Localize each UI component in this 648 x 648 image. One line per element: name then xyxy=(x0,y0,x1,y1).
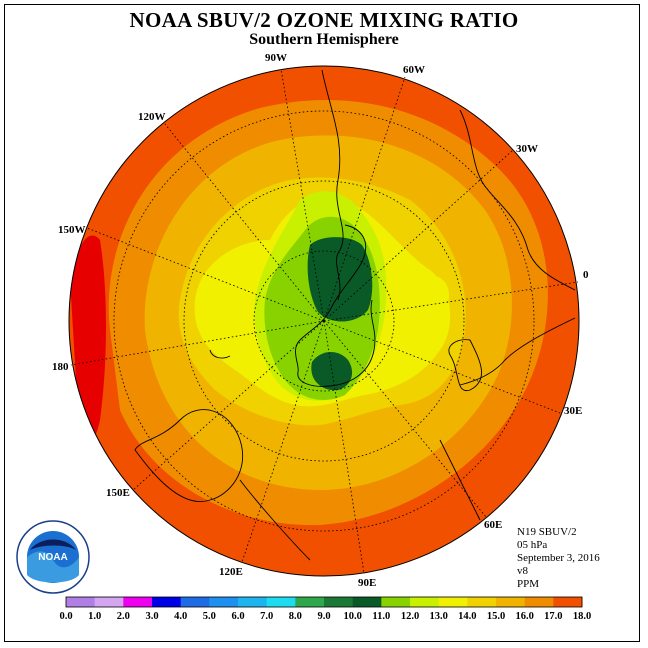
lon-label-90e: 90E xyxy=(358,577,376,589)
colorbar-tick-label: 8.0 xyxy=(289,611,302,622)
date-label: September 3, 2016 xyxy=(517,552,600,564)
lon-label-180: 180 xyxy=(52,361,69,373)
colorbar-tick-label: 9.0 xyxy=(317,611,330,622)
maximum-west xyxy=(307,237,373,322)
colorbar: 0.0 1.0 2.0 3.0 4.0 5.0 6.0 7.0 8.0 9.0 10.0 11.0 12… xyxy=(59,596,591,622)
longitude-labels: 90W 60W 30W 0 30E 60E 90E 120E 150E 180 … xyxy=(52,52,589,589)
maximum-east xyxy=(311,351,353,391)
lon-label-60e: 60E xyxy=(484,519,502,531)
noaa-logo: NOAA xyxy=(16,520,90,594)
coastlines xyxy=(134,69,576,561)
colorbar-tick-label: 3.0 xyxy=(145,611,158,622)
colorbar-swatch xyxy=(352,597,382,607)
lon-label-30e: 30E xyxy=(564,405,582,417)
colorbar-tick-label: 18.0 xyxy=(573,611,591,622)
colorbar-tick-label: 1.0 xyxy=(88,611,101,622)
colorbar-swatch xyxy=(324,597,354,607)
graticule xyxy=(70,68,579,574)
band-16-17 xyxy=(70,235,106,447)
colorbar-swatch xyxy=(467,597,497,607)
lon-label-150w: 150W xyxy=(58,224,86,236)
lon-label-0: 0 xyxy=(583,269,589,281)
units-label: PPM xyxy=(517,578,540,590)
colorbar-tick-label: 6.0 xyxy=(231,611,244,622)
colorbar-tick-label: 4.0 xyxy=(174,611,187,622)
colorbar-swatch xyxy=(209,597,239,607)
lon-label-90w: 90W xyxy=(265,52,287,64)
colorbar-tick-label: 14.0 xyxy=(458,611,476,622)
colorbar-tick-label: 17.0 xyxy=(544,611,562,622)
map-boundary xyxy=(68,65,580,577)
colorbar-tick-label: 16.0 xyxy=(515,611,533,622)
colorbar-swatch xyxy=(94,597,124,607)
map-title: NOAA SBUV/2 OZONE MIXING RATIO xyxy=(129,8,519,32)
colorbar-tick-label: 2.0 xyxy=(117,611,130,622)
colorbar-tick-label: 0.0 xyxy=(59,611,72,622)
colorbar-tick-label: 12.0 xyxy=(401,611,419,622)
version-label: v8 xyxy=(517,565,528,577)
colorbar-swatch xyxy=(438,597,468,607)
map-info-panel: N19 SBUV/2 05 hPa September 3, 2016 v8 P… xyxy=(517,526,600,591)
colorbar-swatch xyxy=(410,597,440,607)
colorbar-tick-label: 15.0 xyxy=(487,611,505,622)
lon-label-30w: 30W xyxy=(516,143,538,155)
colorbar-swatch xyxy=(553,597,583,607)
colorbar-swatch xyxy=(152,597,182,607)
colorbar-swatch xyxy=(123,597,153,607)
colorbar-tick-label: 5.0 xyxy=(203,611,216,622)
lon-label-120e: 120E xyxy=(219,566,243,578)
colorbar-tick-label: 10.0 xyxy=(343,611,361,622)
figure-frame xyxy=(4,4,640,642)
pressure-level-label: 05 hPa xyxy=(517,539,548,551)
colorbar-swatch xyxy=(295,597,325,607)
colorbar-border xyxy=(65,596,583,608)
colorbar-tick-label: 11.0 xyxy=(372,611,390,622)
colorbar-swatch xyxy=(524,597,554,607)
map-subtitle: Southern Hemisphere xyxy=(249,31,399,48)
lon-label-120w: 120W xyxy=(138,111,166,123)
colorbar-swatch xyxy=(66,597,96,607)
lon-label-150e: 150E xyxy=(106,487,130,499)
colorbar-swatch xyxy=(180,597,210,607)
logo-text: NOAA xyxy=(38,552,67,563)
colorbar-swatch xyxy=(238,597,268,607)
colorbar-swatch xyxy=(381,597,411,607)
logo-bird xyxy=(30,539,76,550)
colorbar-swatch xyxy=(266,597,296,607)
colorbar-tick-label: 13.0 xyxy=(429,611,447,622)
lon-label-60w: 60W xyxy=(403,64,425,76)
band-11-12-patch xyxy=(420,276,450,313)
satellite-label: N19 SBUV/2 xyxy=(517,526,577,538)
colorbar-swatch xyxy=(496,597,526,607)
colorbar-tick-label: 7.0 xyxy=(260,611,273,622)
logo-wave xyxy=(27,551,79,583)
